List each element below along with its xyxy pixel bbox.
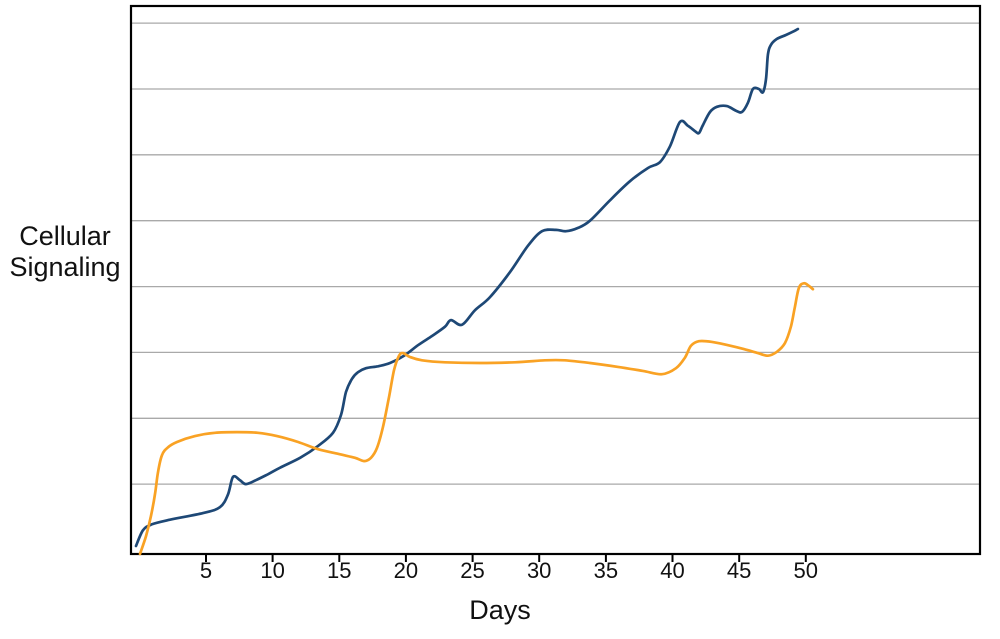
y-axis-title: Cellular Signaling xyxy=(0,221,130,283)
x-axis-title: Days xyxy=(469,595,531,625)
y-axis-title-line2: Signaling xyxy=(9,252,121,282)
plot-frame xyxy=(129,4,982,556)
series-orange-line xyxy=(138,281,815,556)
series-dark-blue-line xyxy=(134,27,800,548)
y-axis-title-line1: Cellular xyxy=(19,221,111,251)
